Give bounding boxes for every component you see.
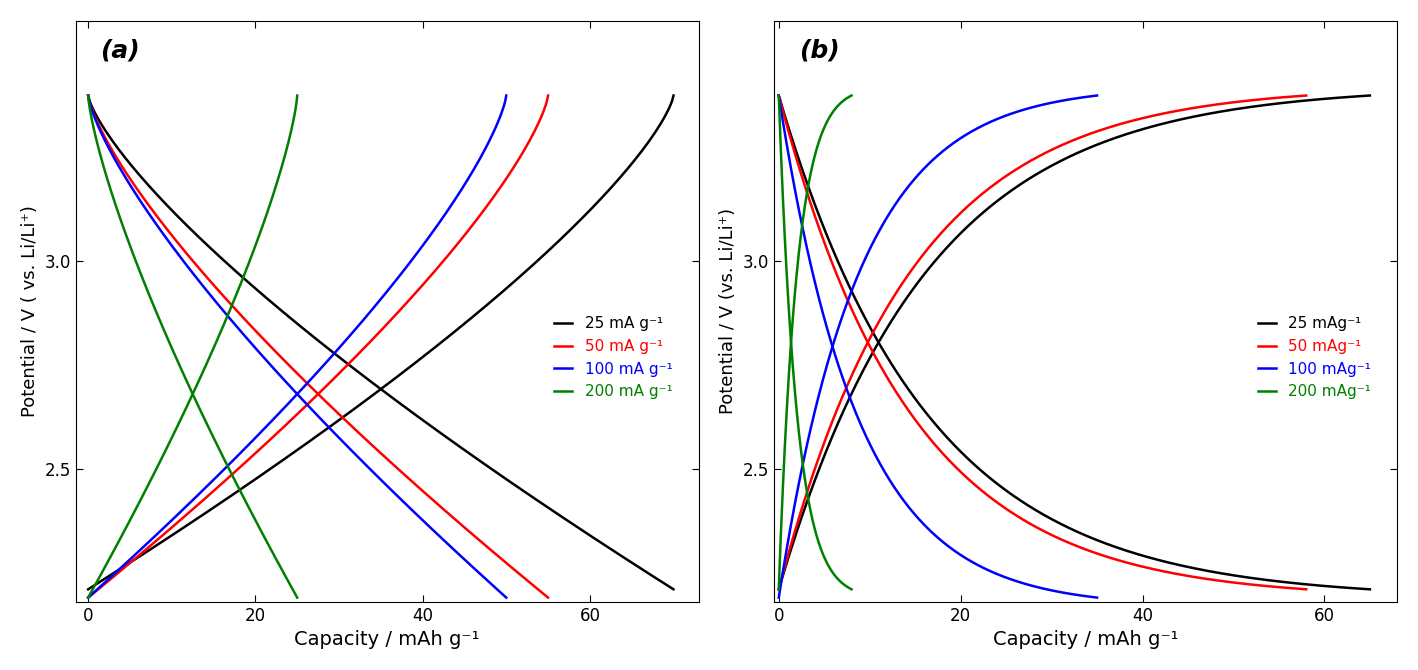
Legend: 25 mAg⁻¹, 50 mAg⁻¹, 100 mAg⁻¹, 200 mAg⁻¹: 25 mAg⁻¹, 50 mAg⁻¹, 100 mAg⁻¹, 200 mAg⁻¹ — [1252, 310, 1377, 405]
Legend: 25 mA g⁻¹, 50 mA g⁻¹, 100 mA g⁻¹, 200 mA g⁻¹: 25 mA g⁻¹, 50 mA g⁻¹, 100 mA g⁻¹, 200 mA… — [547, 310, 678, 405]
Text: (b): (b) — [800, 38, 839, 62]
Text: (a): (a) — [101, 38, 140, 62]
X-axis label: Capacity / mAh g⁻¹: Capacity / mAh g⁻¹ — [295, 630, 479, 649]
Y-axis label: Potential / V ( vs. Li/Li⁺): Potential / V ( vs. Li/Li⁺) — [21, 205, 38, 417]
X-axis label: Capacity / mAh g⁻¹: Capacity / mAh g⁻¹ — [993, 630, 1178, 649]
Y-axis label: Potential / V (vs. Li/Li⁺): Potential / V (vs. Li/Li⁺) — [719, 208, 737, 414]
